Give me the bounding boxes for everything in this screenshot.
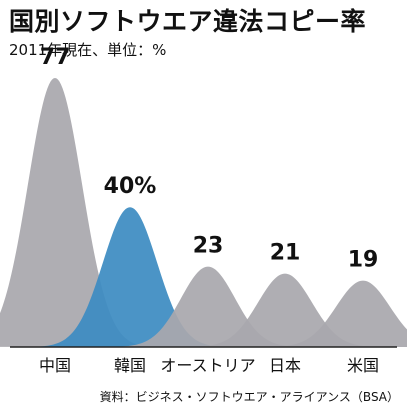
- chart-title: 国別ソフトウエア違法コピー率: [9, 7, 367, 36]
- chart-source: 資料：ビジネス・ソフトウエア・アライアンス（BSA）: [99, 390, 399, 404]
- value-label-4: 19: [348, 248, 379, 273]
- value-label-3: 21: [270, 241, 301, 266]
- value-label-0: 77: [40, 45, 71, 70]
- category-label-3: 日本: [269, 356, 301, 375]
- category-label-4: 米国: [347, 356, 379, 375]
- value-label-2: 23: [193, 234, 224, 259]
- peak-1: [22, 207, 238, 347]
- peak-3: [177, 273, 393, 347]
- chart-subtitle: 2011年現在、単位：%: [9, 41, 167, 59]
- category-label-1: 韓国: [114, 356, 146, 375]
- category-label-0: 中国: [39, 356, 71, 375]
- value-label-1: 40%: [104, 174, 157, 199]
- peak-4: [255, 280, 407, 347]
- peak-0: [0, 77, 163, 347]
- category-label-2: オーストリア: [160, 356, 255, 375]
- peak-2: [100, 266, 316, 347]
